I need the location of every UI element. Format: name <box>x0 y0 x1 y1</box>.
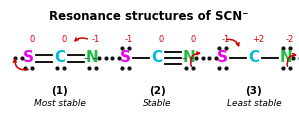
Text: 0: 0 <box>29 36 35 44</box>
Text: – –: – – <box>181 53 194 63</box>
Text: S: S <box>216 51 228 65</box>
Text: N: N <box>183 51 195 65</box>
FancyArrowPatch shape <box>75 38 87 41</box>
Text: N: N <box>86 51 98 65</box>
Text: S: S <box>22 51 33 65</box>
Text: C: C <box>151 51 163 65</box>
FancyArrowPatch shape <box>13 60 28 70</box>
Text: 0: 0 <box>158 36 164 44</box>
Text: (1): (1) <box>52 86 68 96</box>
Text: S: S <box>120 51 130 65</box>
Text: -1: -1 <box>92 36 100 44</box>
Text: (2): (2) <box>149 86 165 96</box>
Text: C: C <box>54 51 65 65</box>
FancyArrowPatch shape <box>227 39 239 46</box>
Text: Least stable: Least stable <box>227 100 281 109</box>
Text: 0: 0 <box>61 36 67 44</box>
Text: -1: -1 <box>222 36 230 44</box>
FancyArrowPatch shape <box>287 54 295 66</box>
Text: -1: -1 <box>125 36 133 44</box>
Text: – –: – – <box>83 53 97 63</box>
Text: Stable: Stable <box>143 100 171 109</box>
Text: +2: +2 <box>252 36 264 44</box>
Text: 0: 0 <box>190 36 196 44</box>
Text: C: C <box>248 51 260 65</box>
FancyArrowPatch shape <box>191 52 199 66</box>
Text: -2: -2 <box>286 36 294 44</box>
Text: Resonance structures of SCN⁻: Resonance structures of SCN⁻ <box>49 10 249 23</box>
Text: N: N <box>280 51 292 65</box>
Text: (3): (3) <box>245 86 263 96</box>
Text: Most stable: Most stable <box>34 100 86 109</box>
